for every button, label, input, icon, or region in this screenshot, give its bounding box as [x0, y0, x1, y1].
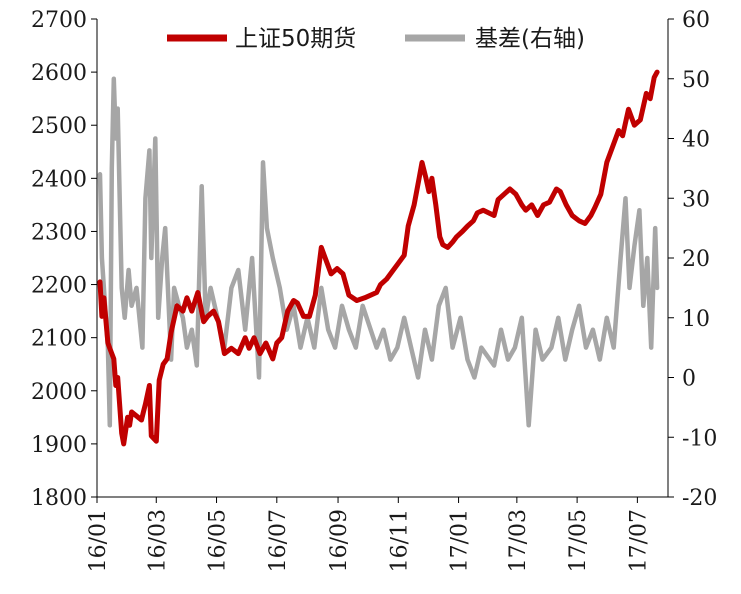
left-tick-label: 1800 [31, 486, 87, 511]
left-tick-label: 2300 [31, 220, 87, 245]
legend-label-futures: 上证50期货 [235, 26, 356, 52]
right-tick-label: 40 [682, 128, 710, 153]
x-tick-label: 16/09 [327, 509, 352, 572]
right-tick-label: 60 [682, 8, 710, 33]
left-tick-label: 2100 [31, 327, 87, 352]
right-tick-label: -10 [682, 426, 717, 451]
right-tick-label: 30 [682, 187, 710, 212]
right-tick-label: 10 [682, 307, 710, 332]
left-tick-label: 2700 [31, 8, 87, 33]
right-tick-label: -20 [682, 486, 717, 511]
x-tick-label: 16/11 [387, 509, 412, 572]
basis-series-line [97, 76, 660, 428]
right-tick-label: 0 [682, 367, 696, 392]
left-tick-label: 2500 [31, 114, 87, 139]
left-tick-label: 2000 [31, 380, 87, 405]
axes-layer [96, 19, 669, 498]
legend: 上证50期货 基差(右轴) [167, 26, 585, 52]
right-tick-label: 20 [682, 247, 710, 272]
futures-series-line [97, 69, 660, 447]
x-tick-label: 16/03 [145, 509, 170, 572]
x-tick-label: 16/07 [266, 509, 291, 572]
right-tick-label: 50 [682, 68, 710, 93]
ticks-layer: 1800 1900 2000 2100 2200 2300 2400 2500 2600 2700… [31, 8, 717, 572]
x-tick-label: 16/05 [206, 509, 231, 572]
x-tick-label: 16/01 [86, 509, 111, 572]
series-layer [97, 69, 660, 447]
x-tick-label: 17/01 [448, 509, 473, 572]
left-tick-label: 2600 [31, 61, 87, 86]
left-tick-label: 2400 [31, 167, 87, 192]
left-tick-label: 1900 [31, 433, 87, 458]
x-tick-label: 17/03 [506, 509, 531, 572]
left-tick-label: 2200 [31, 274, 87, 299]
x-tick-label: 17/05 [566, 509, 591, 572]
x-tick-label: 17/07 [626, 509, 651, 572]
legend-label-basis: 基差(右轴) [475, 26, 585, 52]
